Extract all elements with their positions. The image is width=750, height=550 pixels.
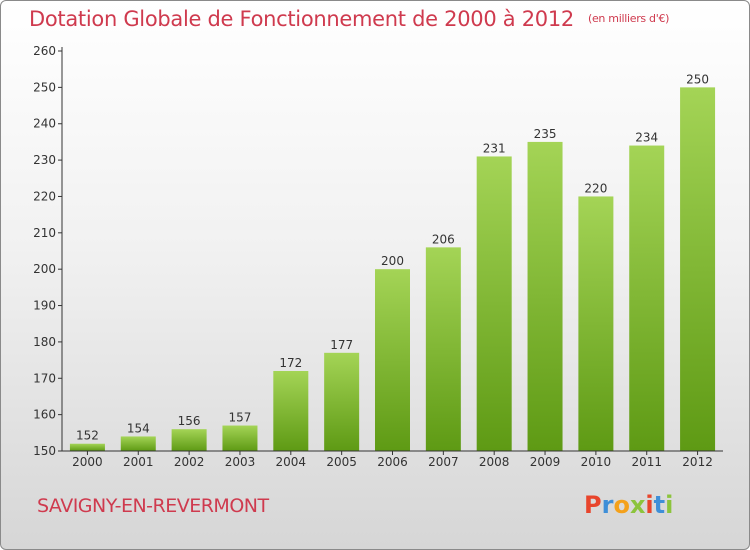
chart-title: Dotation Globale de Fonctionnement de 20… — [29, 7, 670, 31]
x-tick-label-2011: 2011 — [631, 455, 662, 469]
x-tick-label-2002: 2002 — [174, 455, 205, 469]
data-label-2000: 152 — [76, 429, 99, 443]
x-tick-label-2008: 2008 — [479, 455, 510, 469]
y-tick-label-230: 230 — [33, 153, 56, 167]
data-label-2012: 250 — [686, 72, 709, 86]
chart-unit: (en milliers d'€) — [587, 12, 670, 25]
y-tick-label-250: 250 — [33, 80, 56, 94]
data-label-2007: 206 — [432, 232, 455, 246]
y-tick-label-240: 240 — [33, 117, 56, 131]
bar-2000 — [69, 443, 105, 451]
y-tick-label-180: 180 — [33, 335, 56, 349]
y-tick-label-190: 190 — [33, 299, 56, 313]
x-tick-label-2001: 2001 — [123, 455, 154, 469]
x-tick-label-2000: 2000 — [72, 455, 103, 469]
bar-2005 — [324, 352, 360, 451]
data-label-2010: 220 — [584, 181, 607, 195]
bar-2009 — [527, 141, 563, 451]
bar-2006 — [375, 269, 410, 451]
data-label-2001: 154 — [127, 421, 150, 435]
x-tick-label-2012: 2012 — [682, 455, 713, 469]
logo-letter: x — [629, 491, 646, 519]
x-tick-label-2006: 2006 — [377, 455, 408, 469]
y-tick-label-210: 210 — [33, 226, 56, 240]
data-label-2005: 177 — [330, 338, 353, 352]
data-label-2003: 157 — [229, 411, 252, 425]
logo-letter: o — [613, 491, 630, 519]
x-tick-label-2005: 2005 — [326, 455, 357, 469]
logo-letter: i — [645, 491, 654, 519]
y-tick-label-160: 160 — [33, 408, 56, 422]
x-tick-label-2010: 2010 — [581, 455, 612, 469]
proxiti-logo: Proxiti — [584, 491, 673, 519]
logo-letter: t — [653, 491, 666, 519]
bar-2011 — [629, 145, 665, 451]
data-label-2009: 235 — [534, 127, 557, 141]
logo-letter: r — [601, 491, 614, 519]
bar-2007 — [425, 247, 461, 451]
data-label-2011: 234 — [635, 131, 658, 145]
y-tick-label-200: 200 — [33, 262, 56, 276]
data-label-2006: 200 — [381, 254, 404, 268]
bar-2001 — [120, 436, 156, 451]
commune-name: SAVIGNY-EN-REVERMONT — [37, 495, 269, 517]
x-tick-label-2009: 2009 — [530, 455, 561, 469]
bar-2012 — [680, 87, 716, 451]
x-tick-label-2003: 2003 — [225, 455, 256, 469]
logo-letter: i — [665, 491, 674, 519]
data-label-2004: 172 — [279, 356, 302, 370]
y-tick-label-260: 260 — [33, 44, 56, 58]
bar-2004 — [273, 371, 309, 451]
logo-letter: P — [584, 491, 602, 519]
data-label-2008: 231 — [483, 141, 506, 155]
y-tick-label-170: 170 — [33, 371, 56, 385]
x-tick-label-2007: 2007 — [428, 455, 459, 469]
bar-2008 — [476, 156, 512, 452]
bar-2002 — [171, 429, 207, 451]
x-tick-label-2004: 2004 — [276, 455, 307, 469]
bar-2003 — [222, 425, 258, 451]
data-label-2002: 156 — [178, 414, 201, 428]
bar-2010 — [578, 196, 614, 451]
y-tick-label-150: 150 — [33, 444, 56, 458]
y-tick-label-220: 220 — [33, 189, 56, 203]
